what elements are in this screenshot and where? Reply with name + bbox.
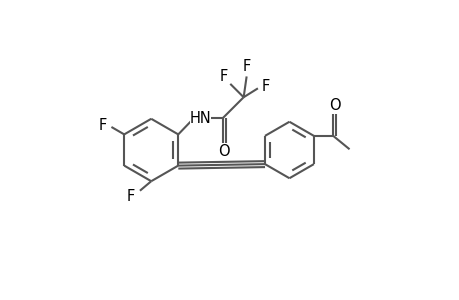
Text: F: F xyxy=(242,59,250,74)
Text: F: F xyxy=(127,189,135,204)
Text: F: F xyxy=(262,79,270,94)
Text: O: O xyxy=(328,98,340,113)
Text: F: F xyxy=(219,69,227,84)
Text: O: O xyxy=(218,144,230,159)
Text: F: F xyxy=(98,118,106,133)
Text: HN: HN xyxy=(189,110,211,125)
